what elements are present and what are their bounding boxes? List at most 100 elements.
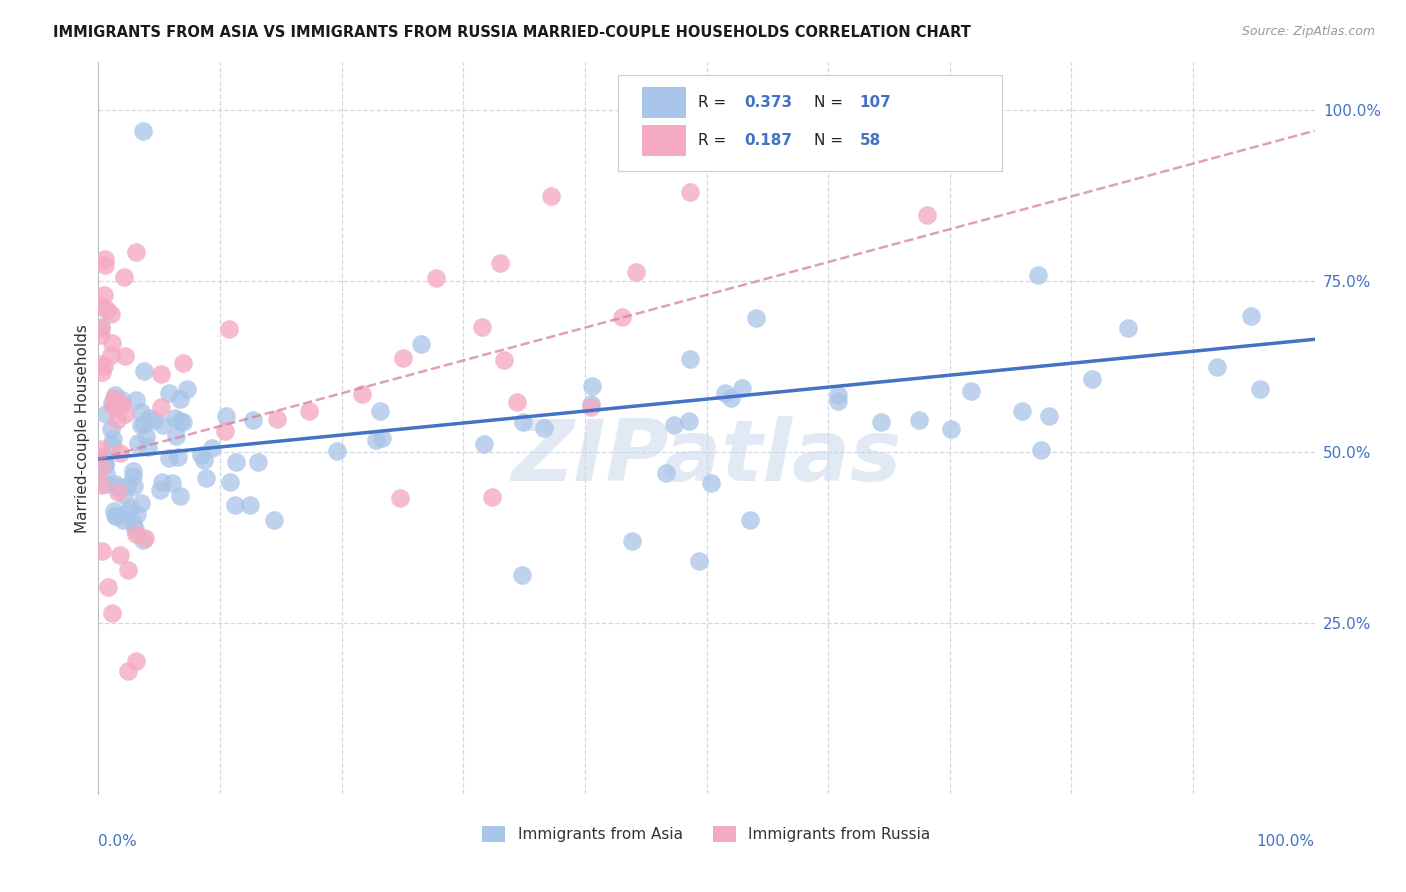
Point [700,475,723,490]
Point [111,397,134,411]
Point [100,348,122,362]
Point [368,404,391,418]
Point [100,422,122,436]
Point [190,448,212,462]
Point [90,544,112,558]
Point [246,455,269,469]
Point [679,185,702,199]
Point [89,450,111,465]
Point [1029,443,1052,458]
Point [93,451,115,466]
Point [654,466,676,480]
Point [738,513,761,527]
Point [117,563,139,577]
Point [104,477,127,491]
Point [160,475,183,490]
Point [266,411,288,425]
Point [124,522,146,536]
Point [364,434,387,448]
Point [90,320,112,334]
Point [165,429,187,443]
Point [114,349,136,363]
Point [101,606,124,620]
Point [105,508,128,523]
Point [298,403,321,417]
Point [745,310,768,325]
Text: R =: R = [697,95,731,111]
Point [117,664,139,678]
Point [472,437,495,451]
Point [127,435,149,450]
Point [101,396,124,410]
Point [224,499,246,513]
Point [134,531,156,545]
Point [579,397,602,411]
Point [149,367,172,381]
Point [165,411,187,425]
Point [172,356,194,370]
Legend: Immigrants from Asia, Immigrants from Russia: Immigrants from Asia, Immigrants from Ru… [477,821,936,848]
Text: ZIPatlas: ZIPatlas [512,416,901,499]
Point [90,321,112,335]
Point [101,399,124,413]
Point [624,265,647,279]
Point [263,513,285,527]
FancyBboxPatch shape [643,126,686,156]
Point [122,479,145,493]
Point [94,457,117,471]
Point [214,424,236,438]
Point [489,256,512,270]
Point [93,359,115,374]
Point [620,533,643,548]
Text: 0.0%: 0.0% [98,834,138,849]
Point [101,438,124,452]
Point [125,245,148,260]
Point [506,395,529,409]
Point [125,527,148,541]
Point [132,417,155,431]
Point [678,414,700,428]
Point [93,287,115,301]
Point [720,391,742,405]
Point [90,357,112,371]
Point [917,208,939,222]
Point [132,533,155,547]
Point [392,351,415,366]
Point [100,307,122,321]
Point [125,507,148,521]
Point [117,505,139,519]
Point [129,417,152,432]
FancyBboxPatch shape [617,75,1002,170]
Point [105,413,128,427]
Point [409,337,432,351]
Point [169,414,191,428]
Point [149,483,172,497]
Point [107,485,129,500]
Point [112,269,135,284]
Point [176,382,198,396]
Point [662,417,685,432]
Point [103,504,125,518]
Text: 100.0%: 100.0% [1257,834,1315,849]
Point [679,352,702,367]
Point [1038,409,1060,423]
Point [108,446,131,460]
Point [142,412,165,426]
Point [1011,403,1033,417]
Point [533,420,555,434]
Point [194,471,217,485]
Point [112,512,135,526]
Point [90,442,112,456]
Point [827,387,849,401]
Point [512,415,534,429]
Text: 0.373: 0.373 [744,95,793,111]
Point [471,320,494,334]
Point [612,310,634,324]
Point [131,405,153,419]
Point [90,478,112,492]
Point [581,400,603,414]
Point [131,124,153,138]
Point [510,568,533,582]
Point [540,189,562,203]
Point [169,489,191,503]
